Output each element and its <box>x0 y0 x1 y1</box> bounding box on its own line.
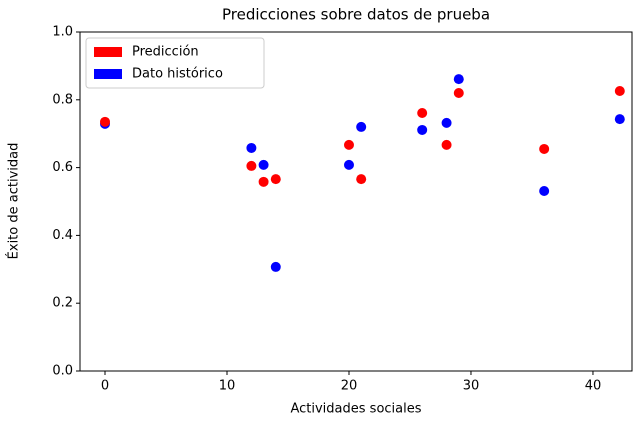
y-tick-label: 0.6 <box>52 160 73 175</box>
point <box>441 139 452 150</box>
point <box>270 174 281 185</box>
legend-label: Dato histórico <box>132 67 223 82</box>
y-tick-label: 0.4 <box>52 228 73 243</box>
x-tick-label: 30 <box>463 379 480 394</box>
x-tick-label: 0 <box>101 379 109 394</box>
point <box>270 261 281 272</box>
point <box>539 143 550 154</box>
point <box>614 85 625 96</box>
point <box>246 142 257 153</box>
legend-swatch <box>94 47 122 57</box>
point <box>356 121 367 132</box>
y-axis-label: Éxito de actividad <box>6 143 22 260</box>
x-axis-label: Actividades sociales <box>290 402 421 417</box>
legend-label: Predicción <box>132 45 199 60</box>
y-tick-label: 1.0 <box>52 25 73 40</box>
point <box>343 139 354 150</box>
legend-swatch <box>94 69 122 79</box>
y-tick-label: 0.2 <box>52 296 73 311</box>
point <box>417 108 428 119</box>
point <box>417 124 428 135</box>
point <box>258 176 269 187</box>
x-tick-label: 20 <box>341 379 358 394</box>
point <box>453 74 464 85</box>
point <box>258 159 269 170</box>
x-tick-label: 10 <box>219 379 236 394</box>
x-tick-label: 40 <box>585 379 602 394</box>
point <box>356 174 367 185</box>
y-tick-label: 0.8 <box>52 92 73 107</box>
point <box>539 185 550 196</box>
legend-box <box>85 37 265 89</box>
point <box>614 114 625 125</box>
point <box>441 117 452 128</box>
point <box>343 159 354 170</box>
chart-title: Predicciones sobre datos de prueba <box>222 6 490 24</box>
y-tick-label: 0.0 <box>52 364 73 379</box>
point <box>100 116 111 127</box>
point <box>246 160 257 171</box>
point <box>453 88 464 99</box>
plot-frame <box>79 31 633 372</box>
